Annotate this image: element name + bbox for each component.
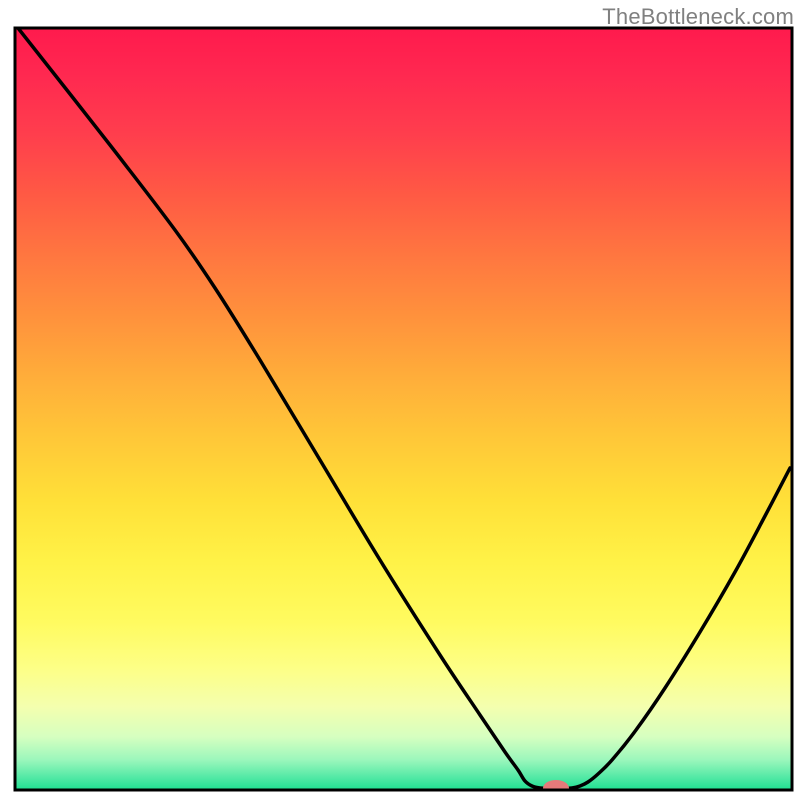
- watermark-text: TheBottleneck.com: [602, 4, 794, 30]
- bottleneck-chart: [0, 0, 800, 800]
- chart-container: TheBottleneck.com: [0, 0, 800, 800]
- gradient-background: [15, 28, 792, 790]
- optimal-point-marker: [543, 780, 569, 796]
